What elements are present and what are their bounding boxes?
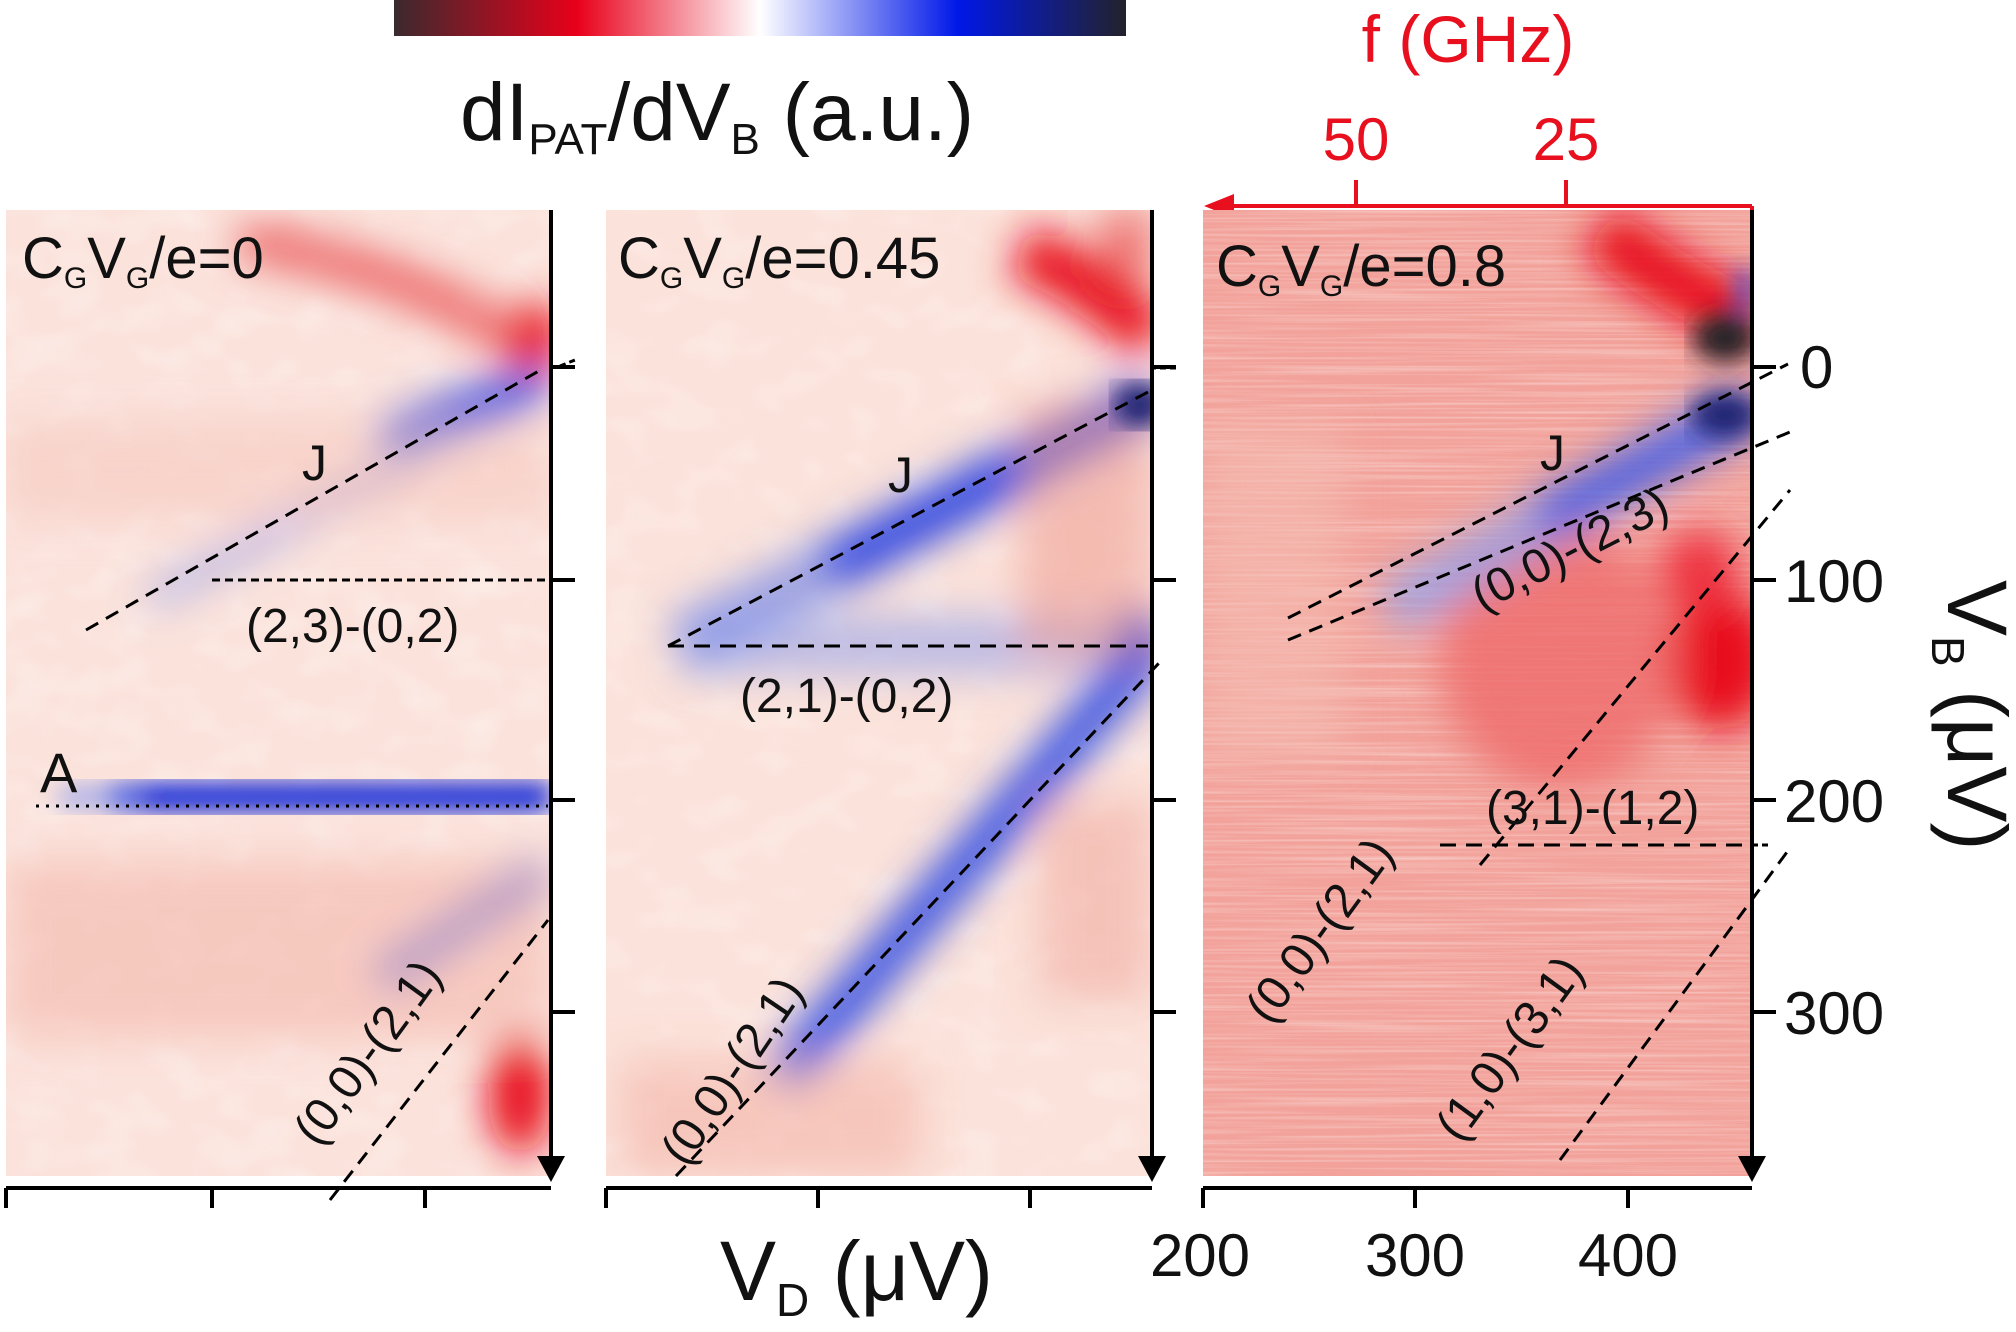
y-axis-label: VB (μV) — [1922, 580, 2016, 850]
panel-3-label-31-12: (3,1)-(1,2) — [1486, 782, 1699, 835]
x-tick-300: 300 — [1365, 1222, 1465, 1289]
y-tick-100: 100 — [1784, 548, 1884, 615]
panel-1 — [6, 210, 561, 1176]
panel-3-label-j: J — [1540, 425, 1565, 481]
freq-axis-label: f (GHz) — [1362, 2, 1575, 76]
panel-2-label-j: J — [888, 447, 913, 503]
freq-tick-50: 50 — [1323, 106, 1390, 173]
freq-tick-25: 25 — [1533, 106, 1600, 173]
panel-1-label-a: A — [40, 741, 78, 804]
y-tick-200: 200 — [1784, 768, 1884, 835]
colorbar-label: dIPAT/dVB (a.u.) — [460, 67, 974, 164]
y-tick-0: 0 — [1800, 334, 1833, 401]
panel-2-label-21-02: (2,1)-(0,2) — [740, 670, 953, 723]
x-axis-label: VD (μV) — [720, 1224, 993, 1326]
bottom-axes — [6, 1188, 1752, 1208]
panel-1-label-23-02: (2,3)-(0,2) — [246, 600, 459, 653]
y-tick-300: 300 — [1784, 980, 1884, 1047]
x-tick-400: 400 — [1578, 1222, 1678, 1289]
x-tick-200: 200 — [1150, 1222, 1250, 1289]
colorbar — [394, 0, 1126, 36]
panel-1-label-j: J — [302, 435, 327, 491]
